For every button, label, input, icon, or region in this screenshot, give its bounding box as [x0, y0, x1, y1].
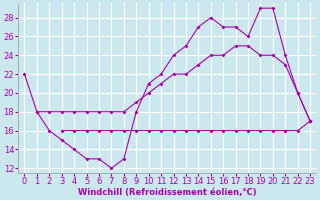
X-axis label: Windchill (Refroidissement éolien,°C): Windchill (Refroidissement éolien,°C)	[78, 188, 257, 197]
